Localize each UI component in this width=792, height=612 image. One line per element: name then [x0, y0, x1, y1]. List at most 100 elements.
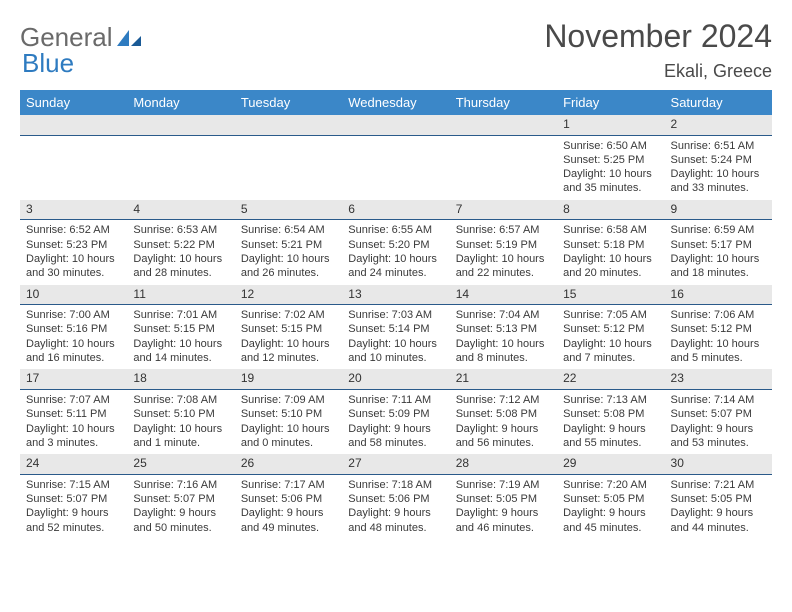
day-content-cell: Sunrise: 7:07 AMSunset: 5:11 PMDaylight:… — [20, 389, 127, 454]
day-content-cell: Sunrise: 6:50 AMSunset: 5:25 PMDaylight:… — [557, 135, 664, 200]
sunrise-text: Sunrise: 7:19 AM — [456, 478, 551, 492]
sunrise-text: Sunrise: 7:16 AM — [133, 478, 228, 492]
day-content-cell: Sunrise: 6:53 AMSunset: 5:22 PMDaylight:… — [127, 220, 234, 285]
sunset-text: Sunset: 5:12 PM — [563, 322, 658, 336]
day-number-row: 3456789 — [20, 200, 772, 220]
day-content-cell: Sunrise: 7:09 AMSunset: 5:10 PMDaylight:… — [235, 389, 342, 454]
sunrise-text: Sunrise: 7:18 AM — [348, 478, 443, 492]
day-content-row: Sunrise: 7:15 AMSunset: 5:07 PMDaylight:… — [20, 474, 772, 539]
sunrise-text: Sunrise: 6:51 AM — [671, 139, 766, 153]
daylight-text: Daylight: 9 hours and 49 minutes. — [241, 506, 336, 535]
day-number-cell: 10 — [20, 285, 127, 305]
daylight-text: Daylight: 9 hours and 58 minutes. — [348, 422, 443, 451]
day-content-row: Sunrise: 6:50 AMSunset: 5:25 PMDaylight:… — [20, 135, 772, 200]
sunset-text: Sunset: 5:06 PM — [241, 492, 336, 506]
day-header: Monday — [127, 90, 234, 115]
day-number-cell: 4 — [127, 200, 234, 220]
day-number-cell: 2 — [665, 115, 772, 135]
day-content-cell: Sunrise: 6:58 AMSunset: 5:18 PMDaylight:… — [557, 220, 664, 285]
day-number-cell — [235, 115, 342, 135]
day-number-cell: 21 — [450, 369, 557, 389]
day-number-cell: 14 — [450, 285, 557, 305]
day-number-cell: 24 — [20, 454, 127, 474]
daylight-text: Daylight: 10 hours and 10 minutes. — [348, 337, 443, 366]
daylight-text: Daylight: 9 hours and 48 minutes. — [348, 506, 443, 535]
sunset-text: Sunset: 5:25 PM — [563, 153, 658, 167]
day-number-cell — [342, 115, 449, 135]
daylight-text: Daylight: 9 hours and 56 minutes. — [456, 422, 551, 451]
daylight-text: Daylight: 10 hours and 7 minutes. — [563, 337, 658, 366]
sunrise-text: Sunrise: 6:50 AM — [563, 139, 658, 153]
day-number-cell: 23 — [665, 369, 772, 389]
sunset-text: Sunset: 5:05 PM — [563, 492, 658, 506]
day-content-cell — [342, 135, 449, 200]
day-header: Friday — [557, 90, 664, 115]
sunset-text: Sunset: 5:12 PM — [671, 322, 766, 336]
daylight-text: Daylight: 10 hours and 22 minutes. — [456, 252, 551, 281]
daylight-text: Daylight: 10 hours and 26 minutes. — [241, 252, 336, 281]
sunrise-text: Sunrise: 7:14 AM — [671, 393, 766, 407]
day-content-cell: Sunrise: 7:05 AMSunset: 5:12 PMDaylight:… — [557, 305, 664, 370]
day-content-cell: Sunrise: 7:17 AMSunset: 5:06 PMDaylight:… — [235, 474, 342, 539]
day-content-cell: Sunrise: 7:21 AMSunset: 5:05 PMDaylight:… — [665, 474, 772, 539]
day-content-cell: Sunrise: 6:51 AMSunset: 5:24 PMDaylight:… — [665, 135, 772, 200]
day-number-cell: 3 — [20, 200, 127, 220]
day-content-cell: Sunrise: 7:01 AMSunset: 5:15 PMDaylight:… — [127, 305, 234, 370]
day-number-cell: 25 — [127, 454, 234, 474]
daylight-text: Daylight: 10 hours and 30 minutes. — [26, 252, 121, 281]
sunrise-text: Sunrise: 6:59 AM — [671, 223, 766, 237]
day-number-cell: 8 — [557, 200, 664, 220]
day-number-cell: 30 — [665, 454, 772, 474]
logo-sail-icon — [115, 28, 143, 48]
header: General November 2024 Ekali, Greece — [0, 0, 792, 90]
day-number-cell: 7 — [450, 200, 557, 220]
daylight-text: Daylight: 9 hours and 55 minutes. — [563, 422, 658, 451]
day-number-cell: 18 — [127, 369, 234, 389]
sunrise-text: Sunrise: 7:11 AM — [348, 393, 443, 407]
daylight-text: Daylight: 10 hours and 12 minutes. — [241, 337, 336, 366]
sunset-text: Sunset: 5:17 PM — [671, 238, 766, 252]
sunset-text: Sunset: 5:21 PM — [241, 238, 336, 252]
day-content-row: Sunrise: 7:07 AMSunset: 5:11 PMDaylight:… — [20, 389, 772, 454]
day-content-cell: Sunrise: 7:11 AMSunset: 5:09 PMDaylight:… — [342, 389, 449, 454]
title-block: November 2024 Ekali, Greece — [544, 18, 772, 82]
sunset-text: Sunset: 5:05 PM — [456, 492, 551, 506]
month-title: November 2024 — [544, 18, 772, 55]
day-content-cell: Sunrise: 7:15 AMSunset: 5:07 PMDaylight:… — [20, 474, 127, 539]
day-number-cell — [20, 115, 127, 135]
daylight-text: Daylight: 10 hours and 16 minutes. — [26, 337, 121, 366]
sunset-text: Sunset: 5:07 PM — [671, 407, 766, 421]
sunrise-text: Sunrise: 6:57 AM — [456, 223, 551, 237]
sunrise-text: Sunrise: 6:52 AM — [26, 223, 121, 237]
daylight-text: Daylight: 10 hours and 33 minutes. — [671, 167, 766, 196]
day-content-cell: Sunrise: 6:55 AMSunset: 5:20 PMDaylight:… — [342, 220, 449, 285]
sunrise-text: Sunrise: 7:01 AM — [133, 308, 228, 322]
day-number-row: 24252627282930 — [20, 454, 772, 474]
sunrise-text: Sunrise: 7:05 AM — [563, 308, 658, 322]
day-content-cell: Sunrise: 7:19 AMSunset: 5:05 PMDaylight:… — [450, 474, 557, 539]
daylight-text: Daylight: 10 hours and 14 minutes. — [133, 337, 228, 366]
sunset-text: Sunset: 5:19 PM — [456, 238, 551, 252]
sunrise-text: Sunrise: 6:54 AM — [241, 223, 336, 237]
daylight-text: Daylight: 10 hours and 35 minutes. — [563, 167, 658, 196]
day-number-cell — [450, 115, 557, 135]
sunset-text: Sunset: 5:08 PM — [456, 407, 551, 421]
sunset-text: Sunset: 5:10 PM — [133, 407, 228, 421]
sunrise-text: Sunrise: 7:08 AM — [133, 393, 228, 407]
day-content-cell: Sunrise: 6:57 AMSunset: 5:19 PMDaylight:… — [450, 220, 557, 285]
day-content-cell: Sunrise: 7:18 AMSunset: 5:06 PMDaylight:… — [342, 474, 449, 539]
day-content-cell: Sunrise: 7:08 AMSunset: 5:10 PMDaylight:… — [127, 389, 234, 454]
day-content-cell: Sunrise: 6:54 AMSunset: 5:21 PMDaylight:… — [235, 220, 342, 285]
sunrise-text: Sunrise: 7:03 AM — [348, 308, 443, 322]
sunset-text: Sunset: 5:15 PM — [241, 322, 336, 336]
sunset-text: Sunset: 5:15 PM — [133, 322, 228, 336]
sunset-text: Sunset: 5:18 PM — [563, 238, 658, 252]
day-header: Tuesday — [235, 90, 342, 115]
day-number-cell: 9 — [665, 200, 772, 220]
calendar: Sunday Monday Tuesday Wednesday Thursday… — [0, 90, 792, 549]
day-content-cell: Sunrise: 7:03 AMSunset: 5:14 PMDaylight:… — [342, 305, 449, 370]
day-number-cell: 6 — [342, 200, 449, 220]
day-content-cell: Sunrise: 7:20 AMSunset: 5:05 PMDaylight:… — [557, 474, 664, 539]
day-number-cell: 22 — [557, 369, 664, 389]
daylight-text: Daylight: 9 hours and 45 minutes. — [563, 506, 658, 535]
